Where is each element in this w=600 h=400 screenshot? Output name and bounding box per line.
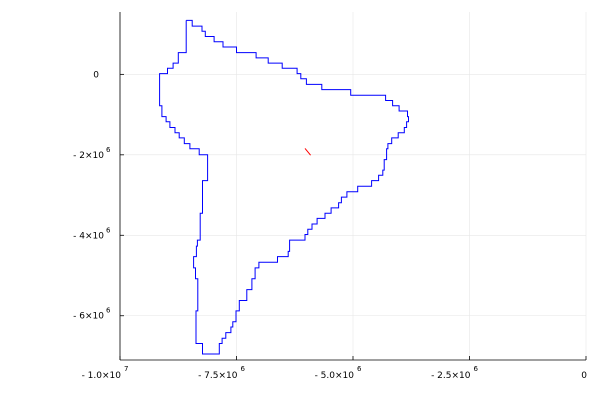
- y-tick-label: - 2×10: [73, 151, 104, 161]
- x-tick-exponent: 7: [124, 365, 128, 373]
- y-tick-label: 0: [93, 70, 99, 80]
- x-tick-label: - 2.5×10: [431, 371, 471, 381]
- x-tick-exponent: 6: [474, 365, 479, 373]
- x-tick-exponent: 6: [241, 365, 246, 373]
- x-tick-label: 0: [581, 371, 587, 381]
- series-2-line: [304, 148, 311, 156]
- y-tick-exponent: 6: [106, 146, 111, 154]
- grid-lines: [119, 12, 587, 360]
- x-tick-label: - 5.0×10: [315, 371, 355, 381]
- y-tick-exponent: 6: [106, 307, 111, 315]
- x-tick-exponent: 6: [357, 365, 362, 373]
- y-tick-label: - 6×10: [73, 312, 104, 322]
- series-1-line: [159, 19, 409, 355]
- x-tick-label: - 1.0×10: [82, 371, 122, 381]
- x-tick-label: - 7.5×10: [198, 371, 238, 381]
- y-tick-labels: 0- 2×106- 4×106- 6×106: [73, 70, 124, 322]
- y-tick-exponent: 6: [106, 226, 111, 234]
- y-tick-label: - 4×10: [73, 231, 104, 241]
- series-layer: [159, 19, 409, 355]
